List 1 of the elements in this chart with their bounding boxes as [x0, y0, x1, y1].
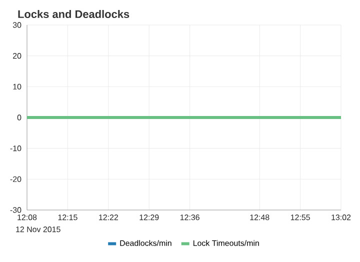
- chart-title: Locks and Deadlocks: [18, 10, 130, 18]
